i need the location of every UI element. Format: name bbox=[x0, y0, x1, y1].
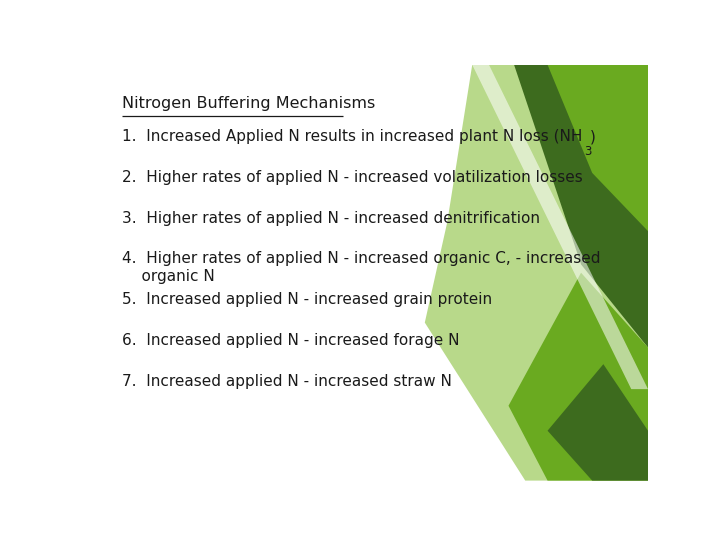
Polygon shape bbox=[547, 364, 648, 481]
Text: 4.  Higher rates of applied N - increased organic C, - increased
    organic N: 4. Higher rates of applied N - increased… bbox=[122, 252, 601, 284]
Text: 7.  Increased applied N - increased straw N: 7. Increased applied N - increased straw… bbox=[122, 374, 452, 389]
Text: 5.  Increased applied N - increased grain protein: 5. Increased applied N - increased grain… bbox=[122, 292, 492, 307]
Text: ): ) bbox=[590, 129, 596, 144]
Text: 3: 3 bbox=[584, 145, 591, 158]
Text: Nitrogen Buffering Mechanisms: Nitrogen Buffering Mechanisms bbox=[122, 96, 376, 111]
Text: 1.  Increased Applied N results in increased plant N loss (NH: 1. Increased Applied N results in increa… bbox=[122, 129, 582, 144]
Polygon shape bbox=[547, 65, 648, 231]
Polygon shape bbox=[472, 65, 648, 389]
Polygon shape bbox=[508, 273, 648, 481]
Text: 2.  Higher rates of applied N - increased volatilization losses: 2. Higher rates of applied N - increased… bbox=[122, 170, 583, 185]
Polygon shape bbox=[514, 65, 648, 348]
Text: 6.  Increased applied N - increased forage N: 6. Increased applied N - increased forag… bbox=[122, 333, 460, 348]
Polygon shape bbox=[425, 65, 648, 481]
Text: 3.  Higher rates of applied N - increased denitrification: 3. Higher rates of applied N - increased… bbox=[122, 211, 541, 226]
